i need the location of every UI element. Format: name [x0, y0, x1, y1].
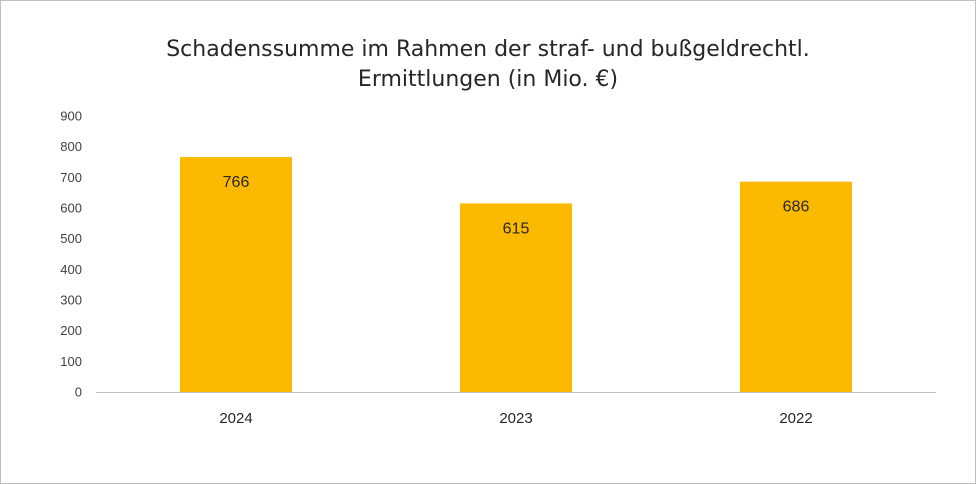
bar-2023 [460, 203, 572, 392]
bar-2024 [180, 157, 292, 392]
x-tick-label-2024: 2024 [219, 410, 252, 427]
data-label-2024: 766 [223, 174, 250, 191]
bars [180, 157, 852, 392]
chart-title-line-2: Ermittlungen (in Mio. €) [357, 67, 619, 92]
y-tick-label: 300 [60, 293, 82, 308]
x-tick-label-2022: 2022 [779, 410, 812, 427]
data-label-2023: 615 [503, 220, 530, 237]
y-tick-label: 500 [60, 231, 82, 246]
y-tick-label: 900 [60, 109, 82, 124]
chart-title: Schadenssumme im Rahmen der straf- und b… [1, 35, 975, 95]
y-tick-label: 800 [60, 139, 82, 154]
x-axis-labels: 2024 2023 2022 [219, 410, 812, 427]
y-tick-label: 0 [75, 385, 82, 400]
data-label-2022: 686 [783, 199, 810, 216]
y-tick-label: 100 [60, 354, 82, 369]
bar-2022 [740, 181, 852, 392]
y-tick-label: 600 [60, 201, 82, 216]
y-tick-label: 700 [60, 170, 82, 185]
x-tick-label-2023: 2023 [499, 410, 532, 427]
data-labels: 766 615 686 [223, 174, 810, 237]
y-tick-label: 400 [60, 262, 82, 277]
y-axis-ticks: 0 100 200 300 400 500 600 700 800 900 [60, 109, 82, 400]
chart-title-line-1: Schadenssumme im Rahmen der straf- und b… [166, 37, 810, 62]
y-tick-label: 200 [60, 323, 82, 338]
